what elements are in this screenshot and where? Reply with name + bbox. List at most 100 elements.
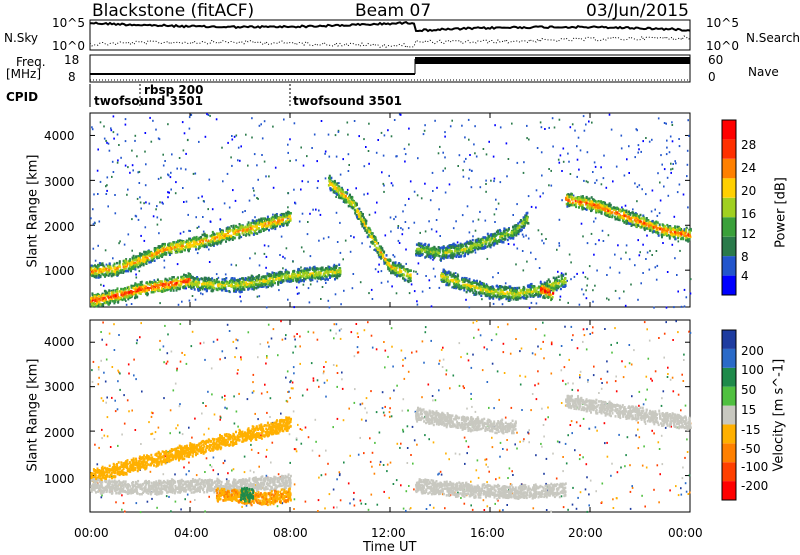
scatter-cell [495,199,497,201]
band-4-cell [494,233,496,236]
band-1-cell [147,293,149,296]
band-1-cell [128,291,130,294]
scatter-cell [660,200,662,202]
band-0-cell [238,226,240,229]
band-2-cell [334,278,336,281]
scatter-cell [463,176,465,178]
band-3-cell [388,268,390,271]
scatter-cell [429,287,431,289]
band-0-cell [114,267,116,270]
scatter-cell [638,148,640,150]
scatter-cell [560,154,562,156]
scatter-cell [678,240,680,242]
scatter-cell [97,170,99,172]
scatter-cell [283,119,285,121]
band-1-cell [171,278,173,281]
band-1-cell [131,286,133,289]
band-4-cell [501,237,503,240]
scatter-cell [679,145,681,147]
scatter-cell [227,142,229,144]
band-2-cell [250,277,252,280]
scatter-cell [293,189,295,191]
scatter-cell [548,127,550,129]
band-0-cell [134,266,136,269]
scatter-cell [653,307,655,309]
scatter-cell [353,273,355,275]
band-0-cell [112,274,114,277]
scatter-cell [655,266,657,268]
band-0-cell [140,254,142,257]
scatter-cell [318,210,320,212]
scatter-cell [136,155,138,157]
scatter-cell [256,164,258,166]
band-0-cell [118,265,120,268]
band-0-cell [174,249,176,252]
scatter-cell [329,156,331,158]
band-0-cell [219,228,221,231]
scatter-cell [198,226,200,228]
band-1-cell [180,283,182,286]
scatter-cell [646,235,648,237]
scatter-cell [176,168,178,170]
band-2-cell [243,281,245,284]
scatter-cell [593,254,595,256]
band-0-cell [146,253,148,256]
band-3-cell [360,218,362,221]
scatter-cell [236,135,238,137]
scatter-cell [432,172,434,174]
scatter-cell [634,264,636,266]
scatter-cell [118,242,120,244]
scatter-cell [306,155,308,157]
scatter-cell [530,252,532,254]
scatter-cell [493,303,495,305]
scatter-cell [200,292,202,294]
scatter-cell [662,242,664,244]
scatter-cell [118,144,120,146]
band-4-cell [521,226,523,229]
scatter-cell [390,231,392,233]
scatter-cell [348,170,350,172]
scatter-cell [155,208,157,210]
scatter-cell [579,304,581,306]
scatter-cell [210,221,212,223]
band-4-cell [460,255,462,257]
band-0-cell [91,265,93,268]
band-4-cell [515,231,517,234]
band-3-cell [365,222,367,225]
scatter-cell [317,187,319,189]
scatter-cell [300,189,302,191]
scatter-cell [574,130,576,132]
scatter-cell [180,168,182,170]
band-5-cell [511,296,513,299]
scatter-cell [479,211,481,213]
scatter-cell [481,298,483,300]
scatter-cell [408,198,410,200]
scatter-cell [340,303,342,305]
band-0-cell [287,219,289,222]
scatter-cell [645,258,647,260]
scatter-cell [160,177,162,179]
scatter-cell [266,256,268,258]
scatter-cell [249,200,251,202]
band-0-cell [195,248,197,251]
scatter-cell [594,161,596,163]
band-0-cell [92,271,94,274]
band-2-cell [190,282,192,285]
band-1-cell [176,278,178,281]
scatter-cell [574,276,576,278]
scatter-cell [398,240,400,242]
band-2-cell [328,266,330,269]
band-1-cell [115,295,117,298]
scatter-cell [198,197,200,199]
band-2-cell [216,278,218,281]
band-5-cell [453,273,455,276]
scatter-cell [282,267,284,269]
band-0-cell [182,245,184,248]
scatter-cell [572,123,574,125]
band-1-cell [135,296,137,299]
scatter-cell [249,257,251,259]
scatter-cell [132,169,134,171]
band-4-cell [462,245,464,248]
scatter-cell [259,295,261,297]
band-1-cell [185,274,187,277]
